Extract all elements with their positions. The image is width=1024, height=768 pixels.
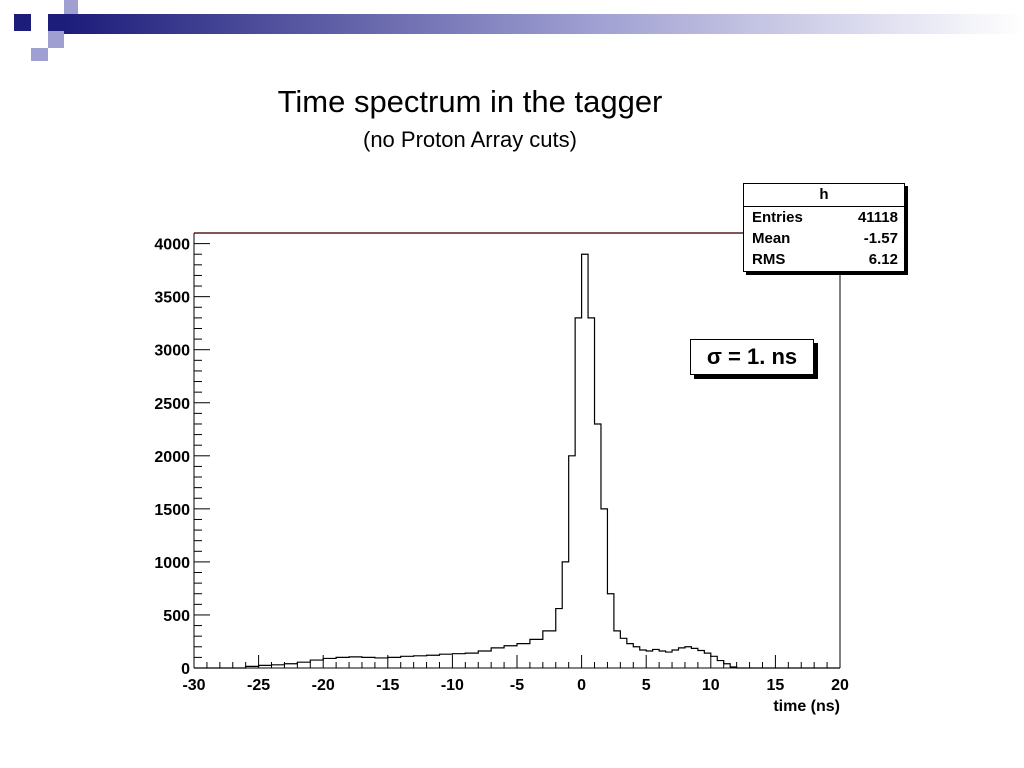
deco-square [31, 48, 48, 61]
x-tick-label: -20 [312, 677, 335, 694]
stats-label: RMS [752, 251, 786, 268]
x-tick-label: -25 [247, 677, 270, 694]
stats-box: h Entries 41118 Mean -1.57 RMS 6.12 [743, 183, 905, 272]
stats-row-entries: Entries 41118 [744, 207, 904, 228]
x-tick-label: 20 [831, 677, 849, 694]
header-decoration [14, 0, 1024, 61]
stats-label: Mean [752, 230, 791, 247]
deco-square [14, 14, 31, 31]
y-tick-label: 1000 [154, 555, 190, 572]
y-tick-label: 3000 [154, 343, 190, 360]
x-tick-label: -5 [510, 677, 524, 694]
histogram-series [194, 253, 840, 669]
stats-row-mean: Mean -1.57 [744, 228, 904, 249]
x-tick-label: -10 [441, 677, 464, 694]
y-tick-label: 1500 [154, 502, 190, 519]
y-tick-label: 500 [163, 608, 190, 625]
deco-square [14, 31, 31, 48]
deco-square [64, 0, 78, 14]
x-tick-label: 10 [702, 677, 720, 694]
x-tick-label: 15 [767, 677, 785, 694]
stats-row-rms: RMS 6.12 [744, 249, 904, 270]
x-axis-label: time (ns) [773, 698, 840, 715]
y-tick-label: 3500 [154, 290, 190, 307]
header-bar [64, 14, 1024, 34]
slide-subtitle: (no Proton Array cuts) [363, 127, 577, 152]
y-tick-label: 2500 [154, 396, 190, 413]
fit-annotation: σ = 1. ns [690, 339, 814, 375]
deco-square [31, 14, 48, 31]
slide-title: Time spectrum in the tagger [277, 84, 663, 119]
y-tick-label: 0 [181, 661, 190, 678]
stats-box-title: h [744, 184, 904, 207]
stats-value: 41118 [857, 209, 898, 226]
x-tick-label: -15 [376, 677, 399, 694]
y-tick-label: 4000 [154, 237, 190, 254]
stats-value: 6.12 [868, 251, 898, 268]
x-tick-label: 5 [642, 677, 651, 694]
deco-square [48, 14, 64, 31]
stats-value: -1.57 [863, 230, 898, 247]
deco-square [31, 31, 48, 48]
y-tick-label: 2000 [154, 449, 190, 466]
x-tick-label: 0 [577, 677, 586, 694]
stats-label: Entries [752, 209, 803, 226]
deco-square [48, 31, 64, 48]
x-tick-label: -30 [182, 677, 205, 694]
